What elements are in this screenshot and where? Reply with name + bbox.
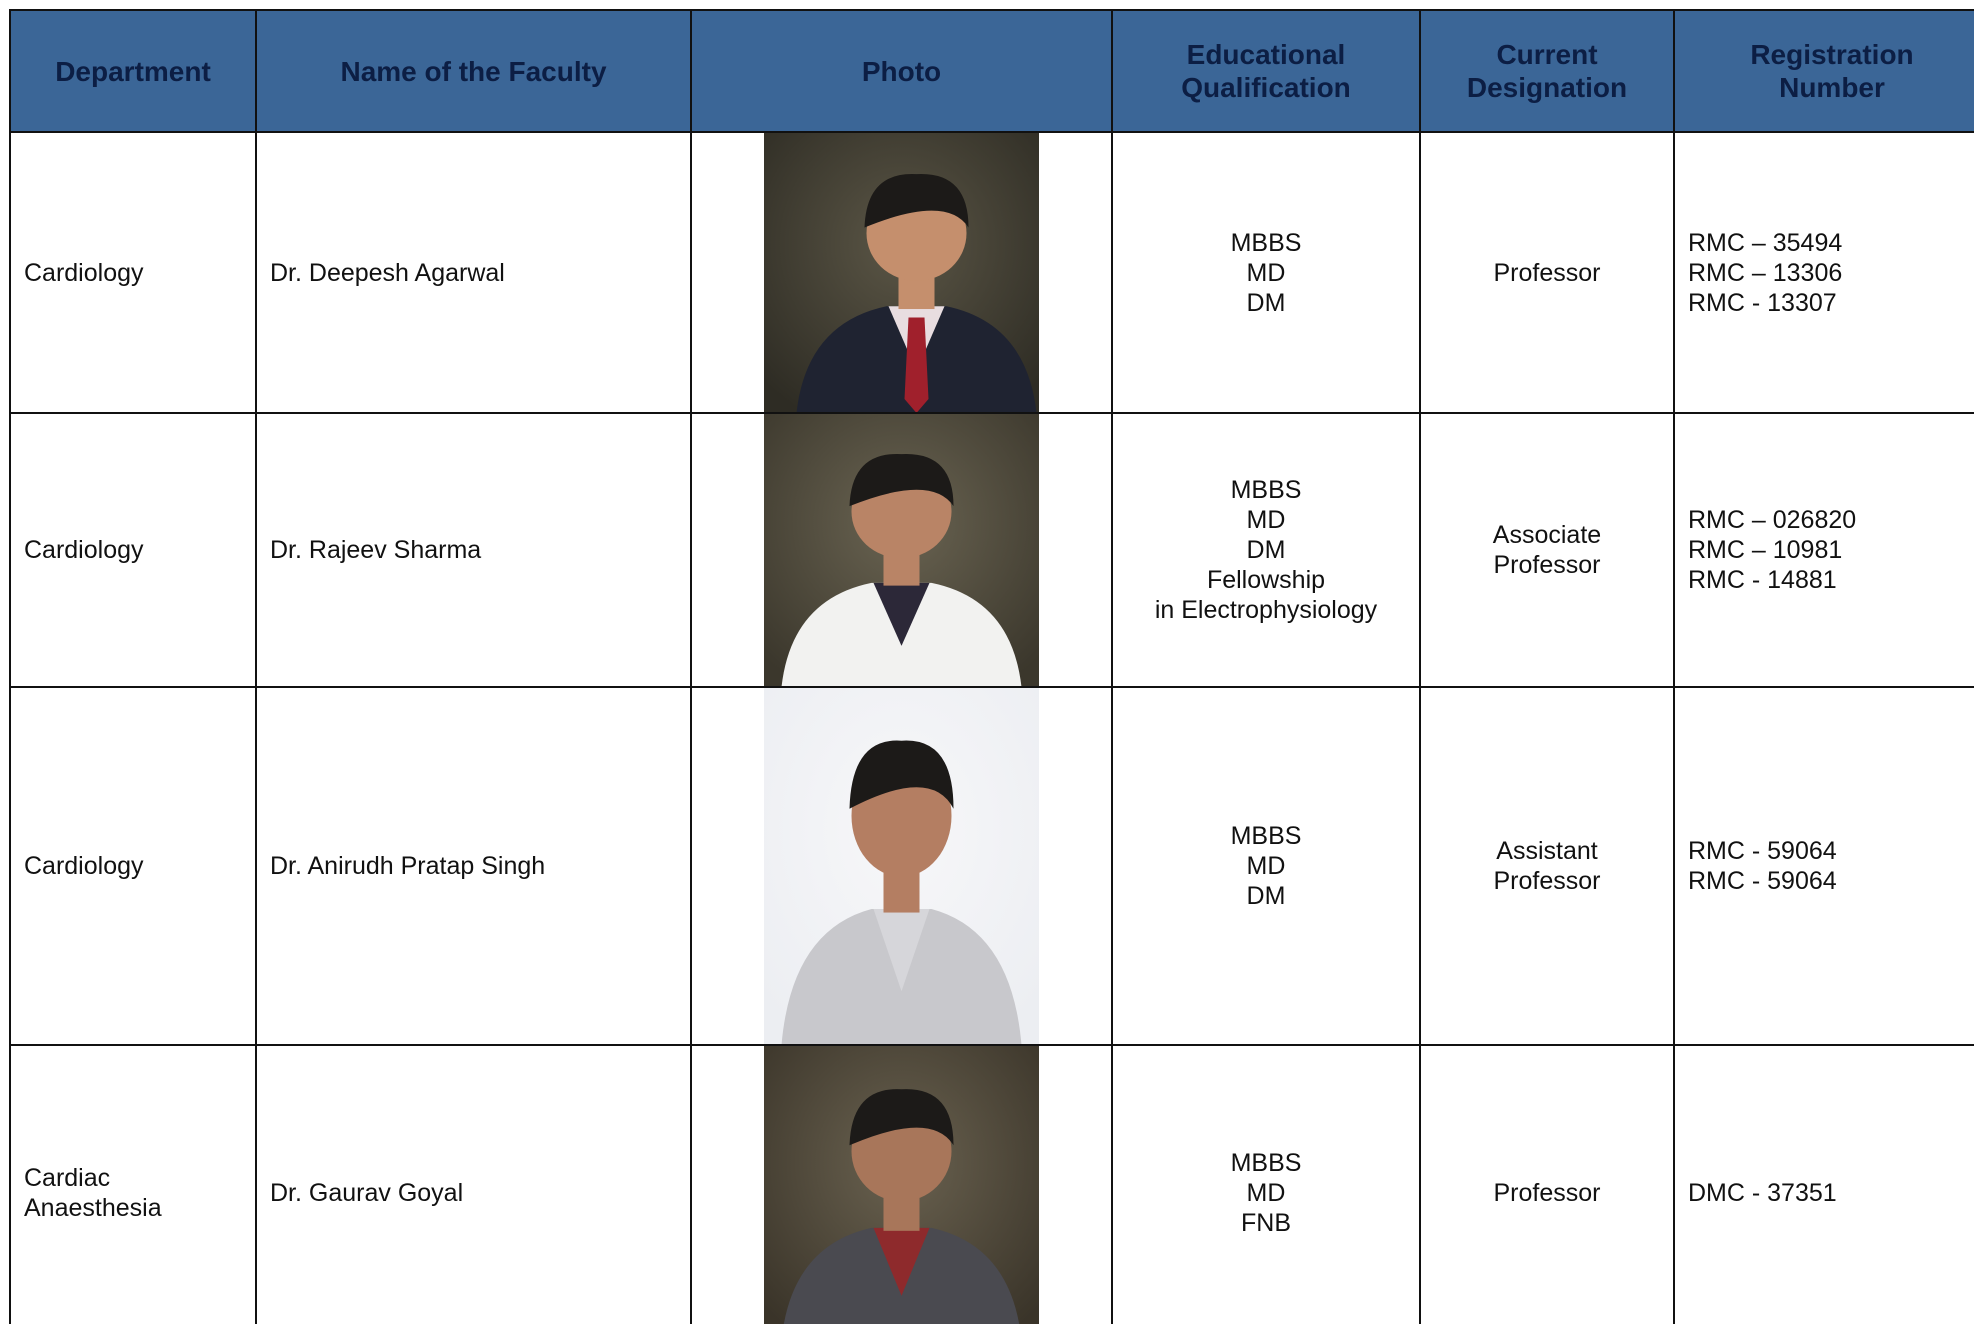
cell-text: Designation xyxy=(1466,72,1628,103)
header-cell: Current Designation xyxy=(1420,10,1674,132)
cell-text: MD xyxy=(1246,1178,1286,1207)
table-cell: MBBS MD DM Fellowship in Electrophysiology xyxy=(1112,413,1420,687)
column-border xyxy=(1419,10,1421,1324)
cell-text: Cardiology xyxy=(24,852,144,880)
cell-text: MBBS xyxy=(1230,822,1302,850)
cell-text: Fellowship xyxy=(1206,566,1326,594)
cell-text: MBBS xyxy=(1230,228,1302,257)
cell-text: MD xyxy=(1246,258,1286,287)
cell-text: DM xyxy=(1246,882,1286,910)
cell-text: RMC – 10981 xyxy=(1688,536,1843,564)
cell-text: Cardiology xyxy=(24,258,144,287)
header-cell: Name of the Faculty xyxy=(256,10,691,132)
table-cell: Dr. Anirudh Pratap Singh xyxy=(270,852,546,880)
cell-text: RMC – 026820 xyxy=(1688,506,1857,534)
table-cell: Dr. Deepesh Agarwal xyxy=(270,258,505,287)
faculty-photo xyxy=(764,687,1039,1045)
table-cell: RMC – 35494 RMC – 13306 RMC - 13307 xyxy=(1674,132,1974,413)
cell-text: DM xyxy=(1246,536,1286,564)
table-cell: Cardiology xyxy=(10,687,256,1045)
cell-text: Professor xyxy=(1493,258,1601,287)
table-cell: MBBS MD DM xyxy=(1112,132,1420,413)
column-border xyxy=(9,10,11,1324)
cell-text: Cardiac xyxy=(24,1163,111,1192)
cell-text: Number xyxy=(1779,72,1885,103)
table-cell: Cardiac Anaesthesia xyxy=(10,1045,256,1324)
table-cell: Professor xyxy=(1420,1045,1674,1324)
cell-text: RMC - 59064 xyxy=(1688,837,1837,865)
cell-text: RMC - 13307 xyxy=(1688,288,1837,317)
row-border xyxy=(9,686,1974,688)
faculty-photo xyxy=(764,1045,1039,1324)
cell-text: Registration xyxy=(1750,39,1914,70)
table-cell: MBBS MD FNB xyxy=(1112,1045,1420,1324)
column-border xyxy=(690,10,692,1324)
header-cell: Department xyxy=(10,10,256,132)
row-border xyxy=(9,131,1974,133)
cell-text: RMC – 13306 xyxy=(1688,258,1843,287)
table-cell: Associate Professor xyxy=(1420,413,1674,687)
row-border xyxy=(9,1044,1974,1046)
row-border xyxy=(9,9,1974,11)
cell-text: Qualification xyxy=(1181,72,1351,103)
faculty-photo xyxy=(764,132,1039,413)
table-cell: RMC – 026820 RMC – 10981 RMC - 14881 xyxy=(1674,413,1974,687)
table-cell: Dr. Rajeev Sharma xyxy=(270,536,482,564)
cell-text: Cardiology xyxy=(24,536,144,564)
header-cell: Photo xyxy=(691,10,1112,132)
cell-text: MBBS xyxy=(1230,476,1302,504)
cell-text: Anaesthesia xyxy=(24,1193,162,1222)
cell-text: Professor xyxy=(1493,551,1601,579)
faculty-photo xyxy=(764,413,1039,687)
table-cell: RMC - 59064 RMC - 59064 xyxy=(1674,687,1974,1045)
cell-text: Current xyxy=(1496,39,1598,70)
cell-text: Associate xyxy=(1492,521,1602,549)
cell-text: Assistant xyxy=(1496,837,1598,865)
cell-text: Educational xyxy=(1186,39,1346,70)
cell-text: RMC - 14881 xyxy=(1688,566,1837,594)
cell-text: MD xyxy=(1246,506,1286,534)
table-cell: MBBS MD DM xyxy=(1112,687,1420,1045)
table-cell: Dr. Gaurav Goyal xyxy=(270,1178,464,1207)
cell-text: DMC - 37351 xyxy=(1688,1178,1837,1207)
cell-text: RMC – 35494 xyxy=(1688,228,1843,257)
cell-text: FNB xyxy=(1241,1208,1291,1237)
cell-text: Professor xyxy=(1493,1178,1601,1207)
cell-text: Professor xyxy=(1493,867,1601,895)
cell-text: Photo xyxy=(861,55,942,87)
table-cell: Cardiology xyxy=(10,413,256,687)
row-border xyxy=(9,412,1974,414)
cell-text: MD xyxy=(1246,852,1286,880)
cell-text: Department xyxy=(55,55,211,87)
table-cell: Cardiology xyxy=(10,132,256,413)
table-cell: DMC - 37351 xyxy=(1674,1045,1974,1324)
header-cell: Registration Number xyxy=(1674,10,1974,132)
column-border xyxy=(1111,10,1113,1324)
cell-text: RMC - 59064 xyxy=(1688,867,1837,895)
cell-text: in Electrophysiology xyxy=(1154,596,1378,624)
cell-text: DM xyxy=(1246,288,1286,317)
column-border xyxy=(255,10,257,1324)
column-border xyxy=(1673,10,1675,1324)
header-cell: Educational Qualification xyxy=(1112,10,1420,132)
table-cell: Assistant Professor xyxy=(1420,687,1674,1045)
cell-text: Name of the Faculty xyxy=(340,55,607,87)
table-cell: Professor xyxy=(1420,132,1674,413)
cell-text: MBBS xyxy=(1230,1148,1302,1177)
